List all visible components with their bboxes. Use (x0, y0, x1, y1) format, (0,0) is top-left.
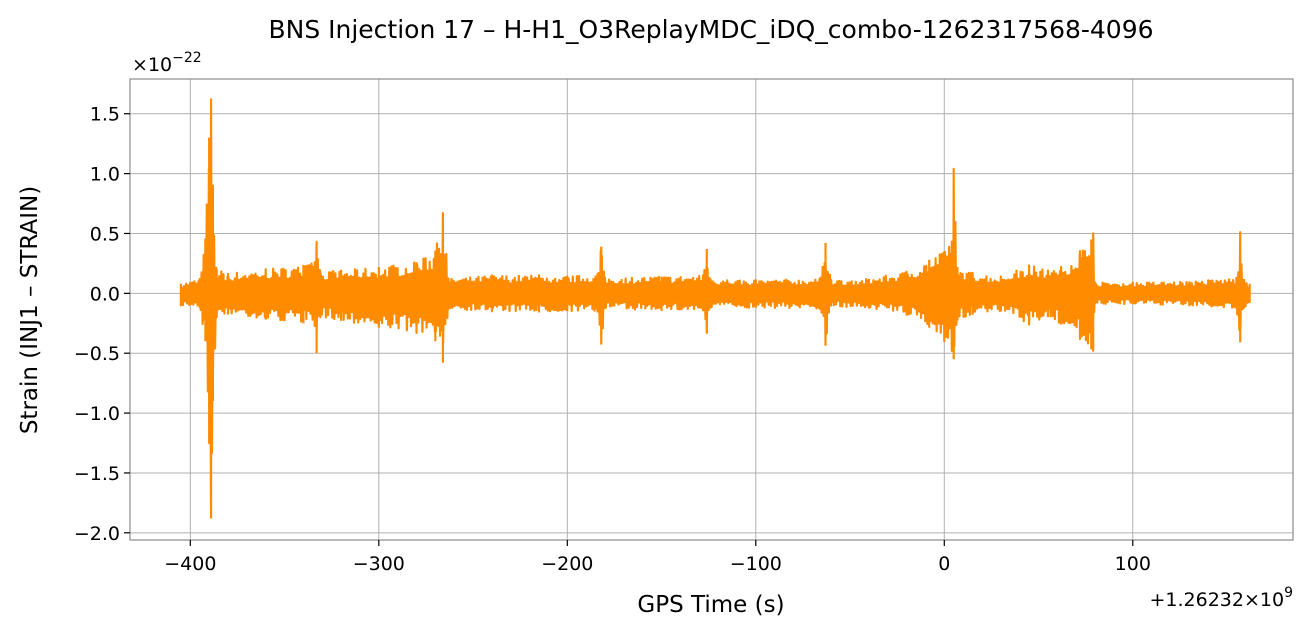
y-tick-label: 1.5 (90, 104, 120, 126)
y-axis-label: Strain (INJ1 – STRAIN) (17, 186, 43, 434)
y-tick-label: 0.5 (90, 223, 120, 245)
y-tick-label: −1.0 (74, 403, 120, 425)
x-tick-label: −100 (730, 553, 782, 575)
y-tick-label: 0.0 (90, 283, 120, 305)
y-scale-exponent: −22 (172, 50, 202, 66)
x-offset-exponent: 9 (1284, 585, 1293, 601)
y-tick-label: −1.5 (74, 463, 120, 485)
axis-ticks: −400 −300 −200 −100 0 100 −2.0 −1.5 −1.0 −0.5 0.0 0… (74, 104, 1151, 575)
y-scale-factor: ×10−22 (132, 50, 202, 76)
y-tick-label: −0.5 (74, 343, 120, 365)
x-tick-label: −200 (541, 553, 593, 575)
y-tick-label: 1.0 (90, 164, 120, 186)
x-tick-label: 0 (938, 553, 950, 575)
plot-area-frame (129, 78, 1294, 541)
x-tick-label: −300 (353, 553, 405, 575)
chart-title: BNS Injection 17 – H-H1_O3ReplayMDC_iDQ_… (268, 15, 1153, 44)
x-tick-label: −400 (164, 553, 216, 575)
strain-series-line (179, 98, 1251, 519)
x-tick-label: 100 (1115, 553, 1151, 575)
x-axis-label: GPS Time (s) (637, 592, 784, 618)
y-tick-label: −2.0 (74, 523, 120, 545)
x-offset-text: +1.26232×109 (1149, 585, 1293, 611)
series-layer (179, 98, 1251, 519)
